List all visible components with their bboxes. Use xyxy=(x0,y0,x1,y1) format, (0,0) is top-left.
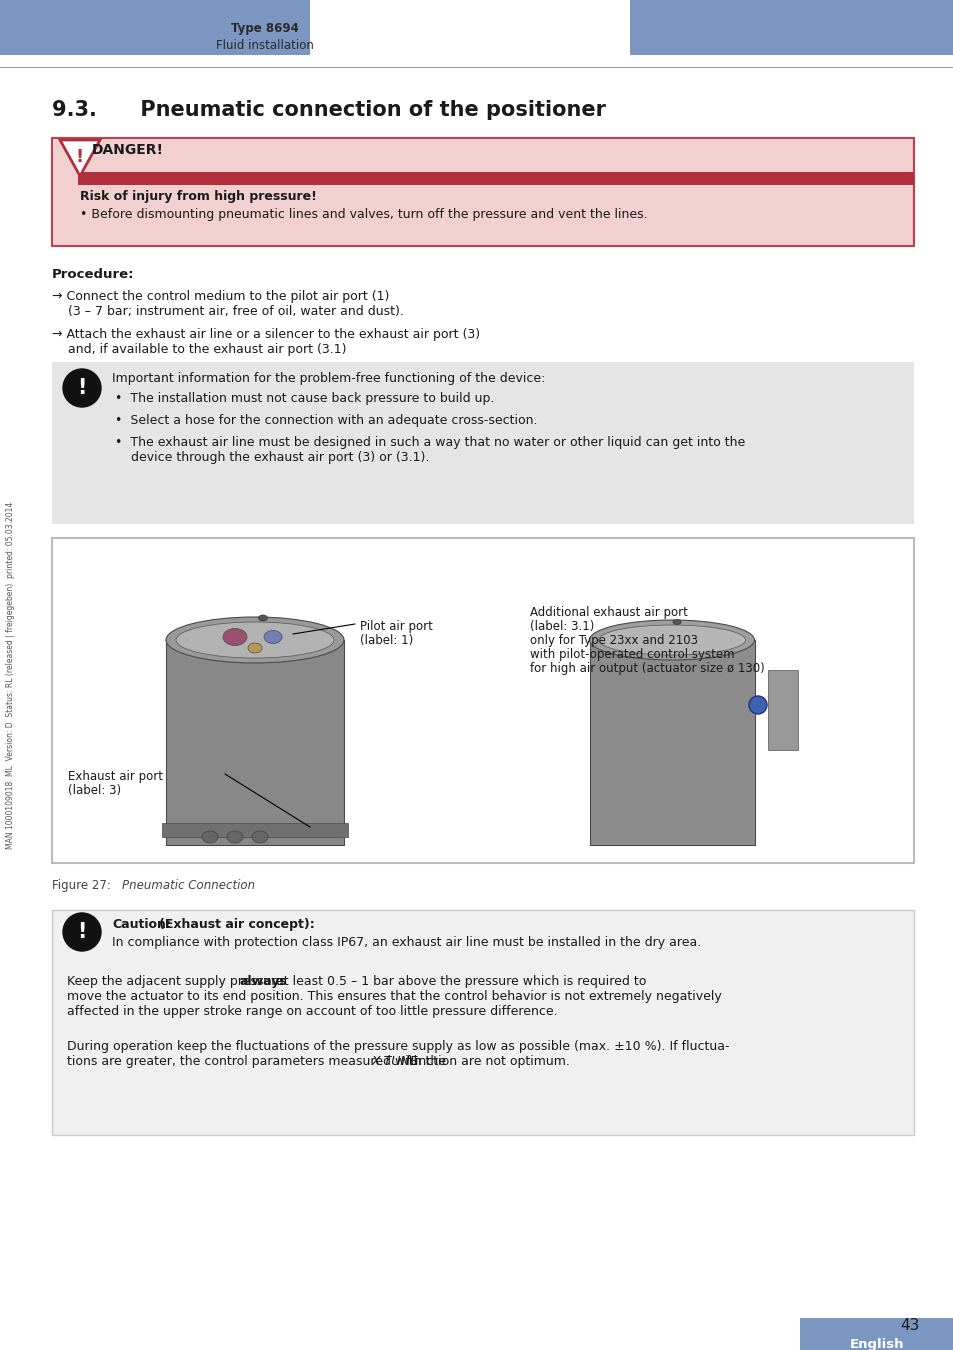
Text: (label: 1): (label: 1) xyxy=(359,634,413,647)
Ellipse shape xyxy=(248,643,262,653)
Text: FLUID CONTROL SYSTEMS: FLUID CONTROL SYSTEMS xyxy=(700,46,793,53)
Text: X.TUNE: X.TUNE xyxy=(372,1054,418,1068)
Text: Important information for the problem-free functioning of the device:: Important information for the problem-fr… xyxy=(112,373,545,385)
Ellipse shape xyxy=(258,616,267,621)
Text: for high air output (actuator size ø 130): for high air output (actuator size ø 130… xyxy=(530,662,764,675)
Text: function are not optimum.: function are not optimum. xyxy=(401,1054,569,1068)
Text: Caution:: Caution: xyxy=(112,918,171,932)
Circle shape xyxy=(63,913,101,950)
Text: (label: 3.1): (label: 3.1) xyxy=(530,620,594,633)
Text: DANGER!: DANGER! xyxy=(91,143,164,157)
Text: Fluid installation: Fluid installation xyxy=(215,39,314,53)
Bar xyxy=(162,824,348,837)
Text: device through the exhaust air port (3) or (3.1).: device through the exhaust air port (3) … xyxy=(115,451,429,464)
Text: 43: 43 xyxy=(900,1318,919,1332)
Text: move the actuator to its end position. This ensures that the control behavior is: move the actuator to its end position. T… xyxy=(67,990,721,1003)
Text: Type 8694: Type 8694 xyxy=(231,22,298,35)
Text: •  Select a hose for the connection with an adequate cross-section.: • Select a hose for the connection with … xyxy=(115,414,537,427)
Ellipse shape xyxy=(166,617,344,663)
Text: 9.3.      Pneumatic connection of the positioner: 9.3. Pneumatic connection of the positio… xyxy=(52,100,605,120)
Text: • Before dismounting pneumatic lines and valves, turn off the pressure and vent : • Before dismounting pneumatic lines and… xyxy=(80,208,647,221)
Text: English: English xyxy=(849,1338,903,1350)
Text: only for Type 23xx and 2103: only for Type 23xx and 2103 xyxy=(530,634,698,647)
Text: affected in the upper stroke range on account of too little pressure difference.: affected in the upper stroke range on ac… xyxy=(67,1004,558,1018)
Text: → Attach the exhaust air line or a silencer to the exhaust air port (3): → Attach the exhaust air line or a silen… xyxy=(52,328,479,342)
Text: !: ! xyxy=(76,148,84,166)
Ellipse shape xyxy=(672,620,680,625)
Bar xyxy=(767,670,797,751)
Bar xyxy=(589,640,754,845)
Text: MAN 1000109018  ML  Version: D  Status: RL (released | freigegeben)  printed: 05: MAN 1000109018 ML Version: D Status: RL … xyxy=(7,501,15,849)
Text: Procedure:: Procedure: xyxy=(52,269,134,281)
Text: with pilot-operated control system: with pilot-operated control system xyxy=(530,648,734,662)
Text: !: ! xyxy=(77,378,87,398)
Ellipse shape xyxy=(223,629,247,645)
Text: Pneumatic Connection: Pneumatic Connection xyxy=(107,879,254,892)
Text: Figure 27:: Figure 27: xyxy=(52,879,111,892)
Text: (3 – 7 bar; instrument air, free of oil, water and dust).: (3 – 7 bar; instrument air, free of oil,… xyxy=(52,305,403,319)
Ellipse shape xyxy=(227,832,243,842)
Text: Keep the adjacent supply pressure: Keep the adjacent supply pressure xyxy=(67,975,288,988)
Bar xyxy=(629,0,953,55)
Ellipse shape xyxy=(748,697,766,714)
Text: •  The installation must not cause back pressure to build up.: • The installation must not cause back p… xyxy=(115,392,494,405)
Text: → Connect the control medium to the pilot air port (1): → Connect the control medium to the pilo… xyxy=(52,290,389,302)
Text: at least 0.5 – 1 bar above the pressure which is required to: at least 0.5 – 1 bar above the pressure … xyxy=(272,975,646,988)
Bar xyxy=(0,66,953,68)
Text: During operation keep the fluctuations of the pressure supply as low as possible: During operation keep the fluctuations o… xyxy=(67,1040,729,1053)
Bar xyxy=(52,138,913,246)
Text: and, if available to the exhaust air port (3.1): and, if available to the exhaust air por… xyxy=(52,343,346,356)
Polygon shape xyxy=(60,140,100,176)
Text: tions are greater, the control parameters measured with the: tions are greater, the control parameter… xyxy=(67,1054,450,1068)
Text: burkert: burkert xyxy=(700,18,797,45)
Text: Risk of injury from high pressure!: Risk of injury from high pressure! xyxy=(80,190,316,202)
Ellipse shape xyxy=(202,832,218,842)
Bar xyxy=(800,1318,953,1350)
Bar xyxy=(52,539,913,863)
Circle shape xyxy=(63,369,101,406)
Bar xyxy=(166,640,344,845)
Text: Pilot air port: Pilot air port xyxy=(359,620,433,633)
Bar xyxy=(52,910,913,1135)
Text: Exhaust air port: Exhaust air port xyxy=(68,769,163,783)
Ellipse shape xyxy=(252,832,268,842)
Bar xyxy=(0,0,310,55)
Text: (Exhaust air concept):: (Exhaust air concept): xyxy=(159,918,314,932)
Text: Additional exhaust air port: Additional exhaust air port xyxy=(530,606,687,620)
Text: •  The exhaust air line must be designed in such a way that no water or other li: • The exhaust air line must be designed … xyxy=(115,436,744,450)
Text: In compliance with protection class IP67, an exhaust air line must be installed : In compliance with protection class IP67… xyxy=(112,936,700,949)
Text: !: ! xyxy=(77,922,87,942)
Text: (label: 3): (label: 3) xyxy=(68,784,121,796)
Ellipse shape xyxy=(589,620,754,660)
Bar xyxy=(78,171,913,185)
Text: always: always xyxy=(239,975,287,988)
Ellipse shape xyxy=(175,622,334,657)
Ellipse shape xyxy=(264,630,282,644)
Bar xyxy=(52,362,913,524)
Ellipse shape xyxy=(598,625,744,655)
